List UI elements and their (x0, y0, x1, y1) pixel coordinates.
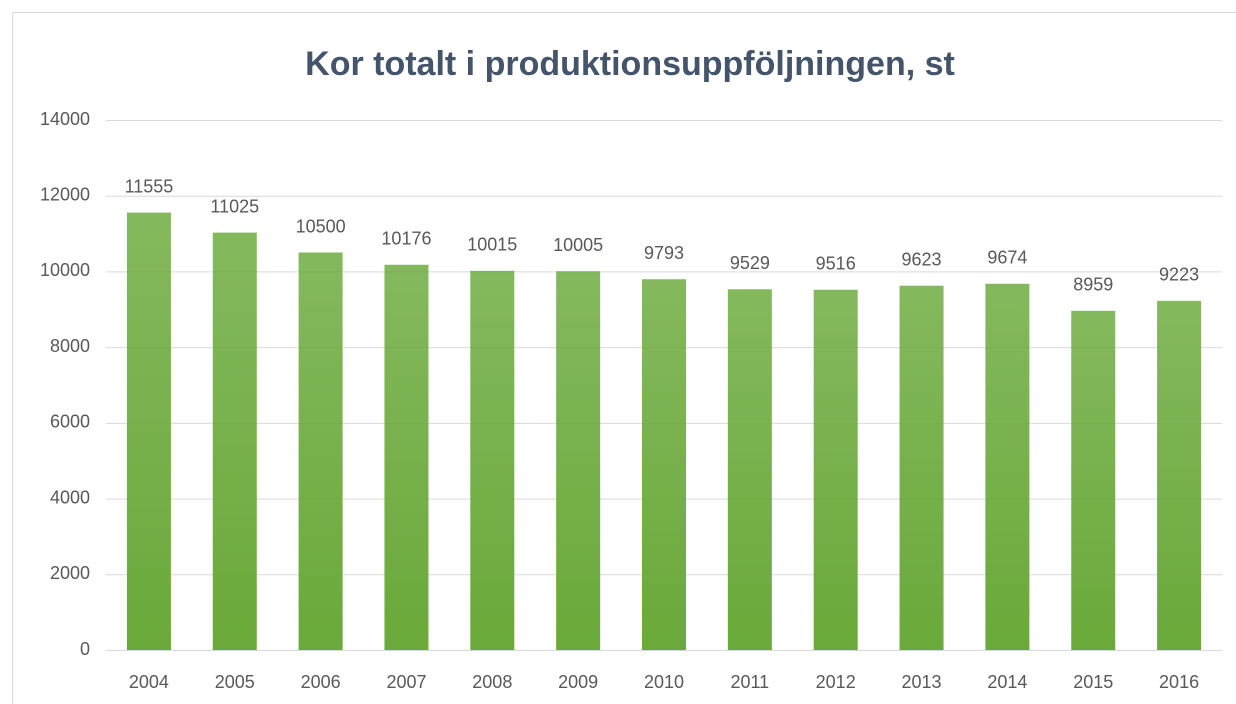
x-tick-label: 2012 (816, 672, 856, 692)
data-label: 9674 (987, 248, 1027, 268)
bar (1157, 300, 1202, 650)
data-label: 10015 (467, 235, 517, 255)
data-label: 9223 (1159, 265, 1199, 285)
data-label: 11555 (125, 176, 174, 196)
x-tick-label: 2011 (730, 672, 769, 692)
bar (212, 232, 257, 650)
chart-border (12, 12, 1236, 704)
x-tick-label: 2015 (1073, 672, 1113, 692)
bar (470, 270, 515, 650)
y-tick-label: 14000 (40, 109, 90, 129)
x-tick-label: 2008 (472, 672, 512, 692)
bar (985, 283, 1030, 650)
y-tick-label: 2000 (50, 563, 90, 583)
data-label: 9516 (816, 254, 856, 274)
bar (384, 264, 429, 650)
data-label: 10176 (381, 229, 431, 249)
x-tick-label: 2016 (1159, 672, 1199, 692)
bar (899, 285, 944, 650)
x-tick-label: 2014 (987, 672, 1027, 692)
bar (298, 252, 343, 650)
y-tick-label: 12000 (40, 184, 90, 204)
y-tick-label: 6000 (50, 412, 90, 432)
chart-title: Kor totalt i produktionsuppföljningen, s… (305, 45, 955, 83)
bar (1071, 310, 1116, 650)
data-label: 9529 (730, 253, 770, 273)
x-tick-label: 2013 (902, 672, 942, 692)
data-label: 9623 (902, 249, 942, 269)
x-tick-label: 2007 (386, 672, 426, 692)
y-tick-label: 4000 (50, 487, 90, 507)
bar (126, 212, 171, 650)
data-label: 10500 (296, 216, 346, 236)
x-tick-label: 2006 (301, 672, 341, 692)
bar (642, 279, 686, 650)
bar (727, 289, 772, 650)
data-label: 9793 (644, 243, 684, 263)
y-tick-label: 8000 (50, 336, 90, 356)
x-tick-label: 2010 (644, 672, 684, 692)
x-tick-label: 2004 (129, 672, 169, 692)
y-tick-label: 10000 (40, 260, 90, 280)
y-tick-label: 0 (80, 639, 90, 659)
data-label: 8959 (1073, 275, 1113, 295)
data-label: 11025 (210, 196, 259, 216)
bar (556, 271, 601, 650)
data-label: 10005 (553, 235, 603, 255)
x-tick-label: 2005 (215, 672, 255, 692)
bar (813, 289, 858, 650)
x-tick-label: 2009 (558, 672, 598, 692)
